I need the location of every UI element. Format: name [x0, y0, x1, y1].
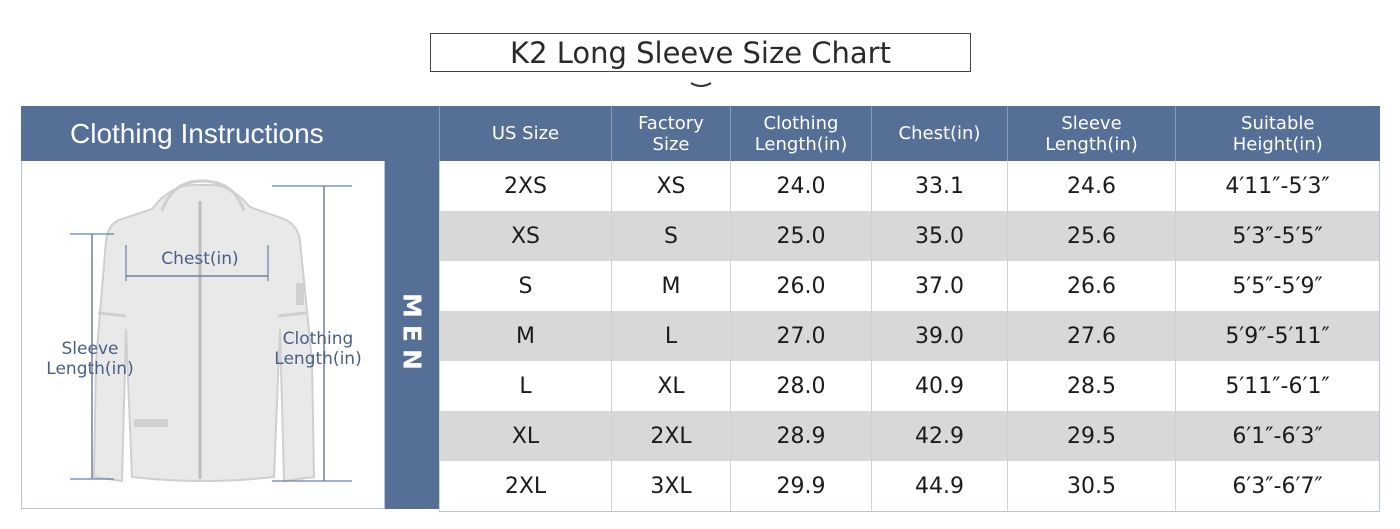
- cell-factory-size: XL: [611, 361, 731, 411]
- header-chest: Chest(in): [871, 106, 1008, 161]
- cell-us-size: XL: [439, 411, 612, 461]
- cell-chest: 42.9: [871, 411, 1008, 461]
- cell-factory-size: XS: [611, 161, 731, 211]
- cell-us-size: L: [439, 361, 612, 411]
- cell-clothing-length: 24.0: [730, 161, 872, 211]
- size-table: US Size Factory Size Clothing Length(in) C…: [439, 106, 1380, 512]
- cell-clothing-length: 27.0: [730, 311, 872, 361]
- table-header-row: US Size Factory Size Clothing Length(in) C…: [439, 106, 1380, 161]
- men-label: MEN: [397, 293, 427, 377]
- cell-suitable-height: 4′11″-5′3″: [1175, 161, 1380, 211]
- cell-clothing-length: 25.0: [730, 211, 872, 261]
- instructions-heading: Clothing Instructions: [70, 118, 324, 149]
- jacket-illustration: [70, 179, 352, 483]
- page-title: K2 Long Sleeve Size Chart: [430, 33, 971, 72]
- jacket-diagram-panel: Chest(in) Sleeve Length(in) Clothing Len…: [21, 161, 385, 509]
- cell-us-size: XS: [439, 211, 612, 261]
- cell-factory-size: M: [611, 261, 731, 311]
- cell-suitable-height: 6′3″-6′7″: [1175, 461, 1380, 512]
- cell-chest: 39.0: [871, 311, 1008, 361]
- cell-clothing-length: 28.9: [730, 411, 872, 461]
- table-row: M L 27.0 39.0 27.6 5′9″-5′11″: [439, 311, 1380, 361]
- header-us-size: US Size: [439, 106, 612, 161]
- cell-suitable-height: 5′11″-6′1″: [1175, 361, 1380, 411]
- cell-suitable-height: 5′5″-5′9″: [1175, 261, 1380, 311]
- header-suitable-height: Suitable Height(in): [1175, 106, 1380, 161]
- chest-label: Chest(in): [161, 249, 239, 269]
- cell-chest: 37.0: [871, 261, 1008, 311]
- cell-clothing-length: 26.0: [730, 261, 872, 311]
- chevron-down-icon: [690, 82, 712, 87]
- cell-us-size: 2XL: [439, 461, 612, 512]
- cell-us-size: M: [439, 311, 612, 361]
- cell-sleeve-length: 27.6: [1007, 311, 1176, 361]
- header-factory-size: Factory Size: [611, 106, 731, 161]
- cell-chest: 33.1: [871, 161, 1008, 211]
- clothing-label-line1: Clothing: [282, 329, 354, 349]
- clothing-length-label: Clothing Length(in): [266, 329, 370, 369]
- cell-suitable-height: 6′1″-6′3″: [1175, 411, 1380, 461]
- cell-clothing-length: 29.9: [730, 461, 872, 512]
- header-sleeve-length: Sleeve Length(in): [1007, 106, 1176, 161]
- cell-chest: 44.9: [871, 461, 1008, 512]
- table-row: XL 2XL 28.9 42.9 29.5 6′1″-6′3″: [439, 411, 1380, 461]
- men-section-strip: MEN: [385, 161, 439, 509]
- cell-factory-size: L: [611, 311, 731, 361]
- cell-us-size: S: [439, 261, 612, 311]
- cell-factory-size: 3XL: [611, 461, 731, 512]
- cell-us-size: 2XS: [439, 161, 612, 211]
- cell-sleeve-length: 25.6: [1007, 211, 1176, 261]
- sleeve-length-label: Sleeve Length(in): [40, 339, 140, 379]
- cell-sleeve-length: 28.5: [1007, 361, 1176, 411]
- clothing-label-line2: Length(in): [274, 349, 362, 369]
- cell-sleeve-length: 29.5: [1007, 411, 1176, 461]
- sleeve-label-line1: Sleeve: [61, 339, 119, 359]
- header-clothing-length: Clothing Length(in): [730, 106, 872, 161]
- cell-clothing-length: 28.0: [730, 361, 872, 411]
- cell-factory-size: 2XL: [611, 411, 731, 461]
- cell-sleeve-length: 30.5: [1007, 461, 1176, 512]
- cell-suitable-height: 5′3″-5′5″: [1175, 211, 1380, 261]
- sleeve-label-line2: Length(in): [46, 359, 134, 379]
- cell-sleeve-length: 26.6: [1007, 261, 1176, 311]
- cell-suitable-height: 5′9″-5′11″: [1175, 311, 1380, 361]
- cell-chest: 35.0: [871, 211, 1008, 261]
- table-row: 2XL 3XL 29.9 44.9 30.5 6′3″-6′7″: [439, 461, 1380, 512]
- table-row: L XL 28.0 40.9 28.5 5′11″-6′1″: [439, 361, 1380, 411]
- cell-chest: 40.9: [871, 361, 1008, 411]
- cell-sleeve-length: 24.6: [1007, 161, 1176, 211]
- table-row: S M 26.0 37.0 26.6 5′5″-5′9″: [439, 261, 1380, 311]
- table-row: 2XS XS 24.0 33.1 24.6 4′11″-5′3″: [439, 161, 1380, 211]
- table-row: XS S 25.0 35.0 25.6 5′3″-5′5″: [439, 211, 1380, 261]
- cell-factory-size: S: [611, 211, 731, 261]
